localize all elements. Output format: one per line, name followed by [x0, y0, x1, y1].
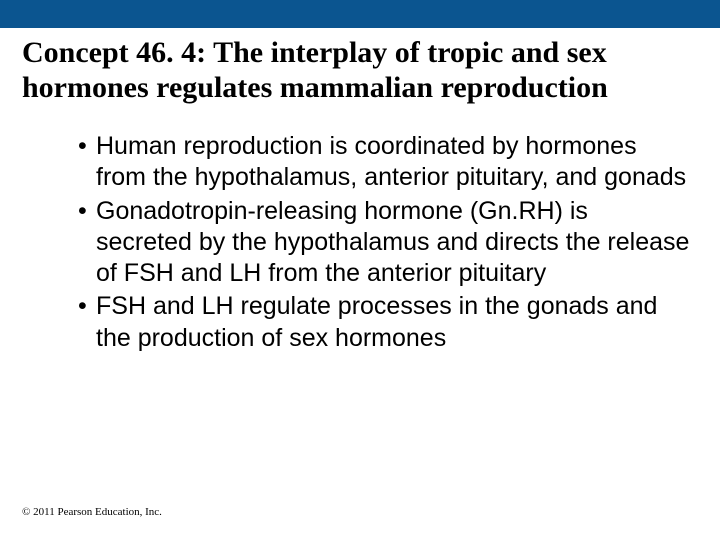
bullet-text: Human reproduction is coordinated by hor… [96, 131, 690, 194]
slide-title: Concept 46. 4: The interplay of tropic a… [22, 36, 698, 105]
top-accent-bar [0, 0, 720, 28]
bullet-list: • Human reproduction is coordinated by h… [22, 131, 698, 354]
bullet-text: FSH and LH regulate processes in the gon… [96, 291, 690, 354]
bullet-text: Gonadotropin-releasing hormone (Gn.RH) i… [96, 196, 690, 290]
list-item: • Human reproduction is coordinated by h… [78, 131, 690, 194]
bullet-marker-icon: • [78, 196, 96, 227]
slide-content: Concept 46. 4: The interplay of tropic a… [0, 28, 720, 354]
list-item: • Gonadotropin-releasing hormone (Gn.RH)… [78, 196, 690, 290]
copyright-text: © 2011 Pearson Education, Inc. [22, 506, 162, 518]
bullet-marker-icon: • [78, 291, 96, 322]
bullet-marker-icon: • [78, 131, 96, 162]
list-item: • FSH and LH regulate processes in the g… [78, 291, 690, 354]
